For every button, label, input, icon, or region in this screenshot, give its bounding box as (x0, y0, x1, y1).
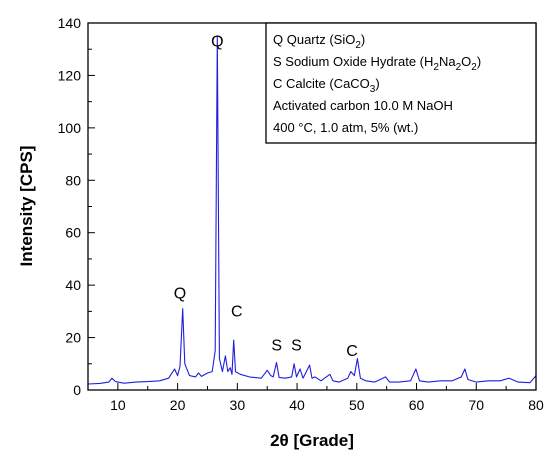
y-tick-label: 80 (65, 172, 81, 188)
y-tick-label: 120 (58, 67, 82, 83)
y-axis: 0 20 40 60 80 100 120 140 (58, 15, 95, 398)
y-tick-label: 40 (65, 277, 81, 293)
legend-line: 400 °C, 1.0 atm, 5% (wt.) (273, 120, 418, 135)
peak-label: Q (174, 285, 186, 302)
peak-label: S (291, 338, 302, 355)
legend-line: Activated carbon 10.0 M NaOH (273, 98, 453, 113)
y-axis-title: Intensity [CPS] (17, 146, 36, 267)
x-tick-label: 20 (170, 397, 186, 413)
x-tick-label: 50 (349, 397, 365, 413)
y-tick-label: 140 (58, 15, 82, 31)
legend-box: Q Quartz (SiO2) S Sodium Oxide Hydrate (H… (265, 22, 537, 144)
xrd-series-line (87, 35, 537, 385)
peak-labels: Q Q C S S C (174, 34, 358, 360)
legend-line: Q Quartz (SiO2) (273, 32, 365, 51)
peak-label: Q (211, 34, 223, 51)
legend-line: C Calcite (CaCO3) (273, 76, 380, 95)
x-tick-label: 30 (230, 397, 246, 413)
y-tick-label: 20 (65, 330, 81, 346)
peak-label: S (271, 338, 282, 355)
peak-label: C (231, 304, 243, 321)
x-axis-title: 2θ [Grade] (270, 431, 354, 450)
plot-series (87, 35, 537, 385)
peak-label: C (346, 343, 358, 360)
x-axis: 10 20 30 40 50 60 70 80 (87, 383, 544, 413)
x-tick-label: 70 (468, 397, 484, 413)
x-tick-label: 40 (289, 397, 305, 413)
legend-line: S Sodium Oxide Hydrate (H2Na2O2) (273, 54, 481, 73)
y-tick-label: 100 (58, 120, 82, 136)
x-tick-label: 60 (409, 397, 425, 413)
y-tick-label: 60 (65, 225, 81, 241)
y-tick-label: 0 (73, 382, 81, 398)
x-tick-label: 10 (110, 397, 126, 413)
legend-frame (265, 22, 537, 144)
x-tick-label: 80 (528, 397, 544, 413)
